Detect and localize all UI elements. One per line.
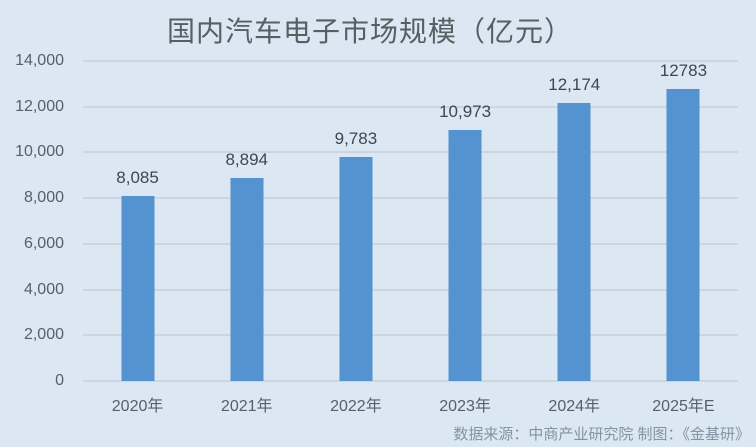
bar-column-2020年: 8,085 bbox=[83, 61, 192, 381]
x-tick-label-2020年: 2020年 bbox=[111, 398, 164, 415]
value-label-2021年: 8,894 bbox=[225, 149, 268, 169]
bar-column-2023年: 10,973 bbox=[411, 61, 520, 381]
y-tick-label: 10,000 bbox=[15, 143, 64, 161]
x-axis: 2020年 2021年 2022年 2023年 2024年 2025年E bbox=[83, 396, 738, 418]
plot-area: 8,085 8,894 9,783 10,973 12,174 12783 bbox=[83, 60, 738, 382]
bar-2023年 bbox=[448, 130, 482, 381]
value-label-2022年: 9,783 bbox=[334, 129, 378, 149]
source-note: 数据来源：中商产业研究院 制图：《金基研》 bbox=[453, 426, 750, 443]
gridline-6,000 bbox=[83, 242, 738, 245]
value-label-2025年E: 12783 bbox=[659, 60, 708, 80]
y-tick-label: 14,000 bbox=[15, 52, 64, 69]
value-label-2020年: 8,085 bbox=[116, 168, 159, 188]
bar-column-2022年: 9,783 bbox=[301, 61, 410, 381]
x-tick-label-2022年: 2022年 bbox=[330, 398, 382, 415]
y-tick-label: 8,000 bbox=[23, 189, 64, 207]
x-tick-label-2021年: 2021年 bbox=[220, 398, 273, 415]
gridline-8,000 bbox=[83, 197, 738, 200]
bar-column-2024年: 12,174 bbox=[520, 61, 629, 381]
gridline-10,000 bbox=[83, 151, 738, 154]
gridline-4,000 bbox=[83, 288, 738, 291]
value-label-2023年: 10,973 bbox=[439, 102, 492, 122]
gridline-0 bbox=[83, 380, 738, 382]
y-tick-label: 0 bbox=[55, 372, 64, 389]
gridline-2,000 bbox=[83, 334, 738, 337]
bar-2025年E bbox=[666, 88, 700, 381]
bar-column-2025年E: 12783 bbox=[629, 61, 738, 381]
gridline-14,000 bbox=[83, 60, 738, 62]
chart-title: 国内汽车电子市场规模（亿元） bbox=[166, 16, 573, 47]
bar-2022年 bbox=[339, 157, 373, 381]
gridline-12,000 bbox=[83, 105, 738, 108]
y-tick-label: 12,000 bbox=[15, 97, 64, 115]
bar-2020年 bbox=[121, 196, 155, 381]
y-tick-label: 2,000 bbox=[23, 326, 64, 344]
y-tick-label: 6,000 bbox=[23, 234, 64, 252]
bar-2024年 bbox=[557, 102, 591, 381]
value-label-2024年: 12,174 bbox=[548, 74, 601, 94]
y-tick-label: 4,000 bbox=[23, 280, 64, 298]
bar-2021年 bbox=[230, 177, 264, 381]
x-tick-label-2024年: 2024年 bbox=[548, 398, 601, 415]
x-tick-label-2023年: 2023年 bbox=[439, 398, 491, 415]
bar-column-2021年: 8,894 bbox=[192, 61, 301, 381]
x-tick-label-2025年E: 2025年E bbox=[652, 398, 715, 415]
